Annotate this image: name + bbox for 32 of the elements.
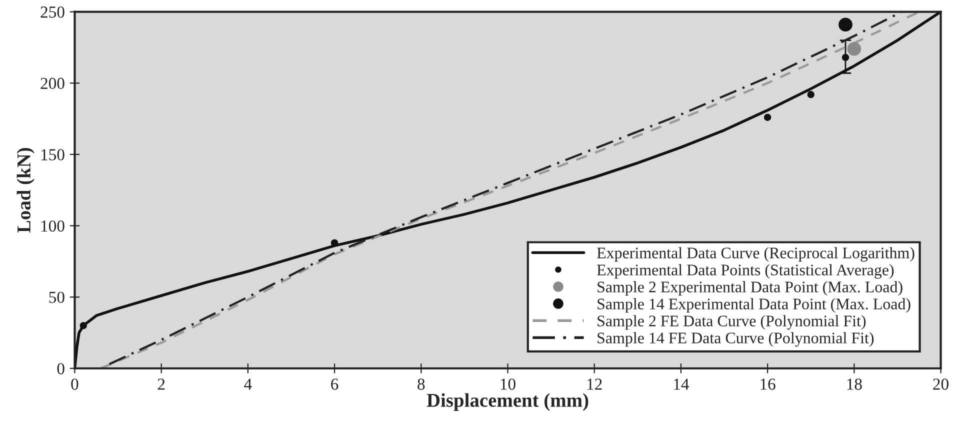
x-tick-label: 18: [847, 378, 862, 390]
point: [838, 18, 852, 32]
x-tick-label: 20: [933, 378, 948, 390]
y-axis-title: Load (kN): [16, 148, 34, 233]
x-tick-label: 4: [244, 378, 252, 390]
y-tick-label: 150: [41, 149, 64, 160]
legend-label: Experimental Data Curve (Reciprocal Logarithm): [597, 247, 914, 262]
y-tick-label: 250: [40, 6, 64, 18]
x-axis-title: Displacement (mm): [426, 393, 588, 411]
x-tick-label: 0: [71, 378, 78, 390]
point: [330, 239, 338, 246]
x-tick-label: 10: [500, 378, 516, 390]
legend-label: Sample 2 Experimental Data Point (Max. Load): [598, 281, 902, 296]
x-tick-label: 2: [158, 378, 165, 390]
x-tick-label: 8: [418, 378, 425, 390]
point: [764, 114, 772, 121]
point: [807, 90, 814, 98]
point: [847, 42, 862, 56]
x-tick-label: 14: [674, 378, 690, 390]
point: [842, 54, 850, 62]
legend-label: Sample 14 Experimental Data Point (Max. Load): [598, 298, 910, 313]
y-tick-label: 200: [40, 78, 64, 90]
y-tick-label: 100: [41, 220, 64, 232]
point: [80, 322, 87, 330]
legend-label: Sample 2 FE Data Curve (Polynomial Fit): [598, 315, 866, 330]
y-tick-label: 0: [57, 363, 64, 374]
legend-label: Experimental Data Points (Statistical Average): [597, 264, 894, 279]
x-tick-label: 12: [587, 378, 602, 390]
x-tick-label: 6: [331, 378, 338, 390]
y-tick-label: 50: [49, 292, 64, 304]
x-tick-label: 16: [760, 378, 776, 390]
legend-label: Sample 14 FE Data Curve (Polynomial Fit): [598, 332, 874, 347]
